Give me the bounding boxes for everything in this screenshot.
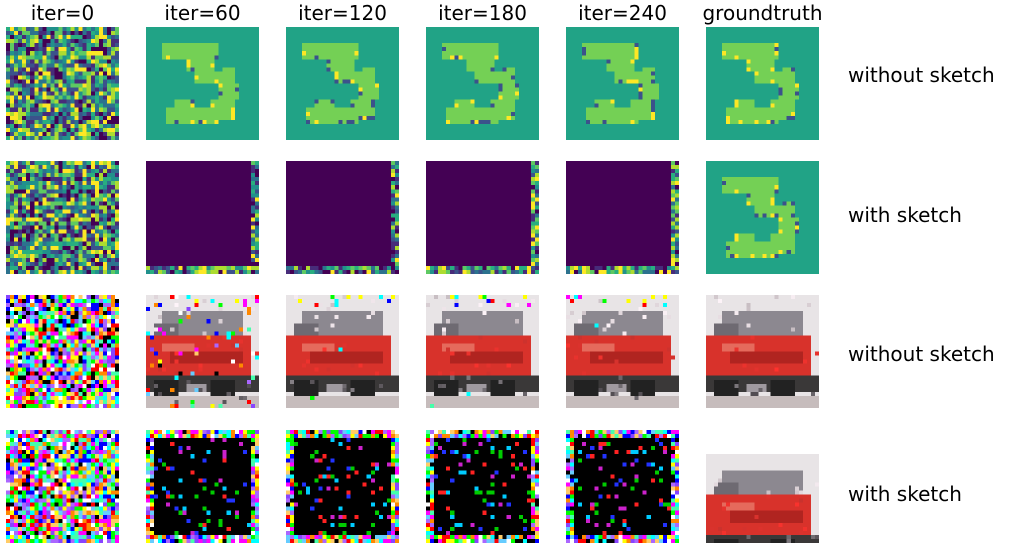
tile-r0-c1-recovered [146, 27, 259, 140]
tile-r1-c2-failed [286, 161, 399, 274]
tile-r0-c0-noise [6, 27, 119, 140]
tile-r0-c5-truth [706, 27, 819, 140]
tile-r3-c0-noise [6, 430, 119, 543]
tile-r3-c2-failed [286, 430, 399, 543]
tile-r2-c1-recovering [146, 295, 259, 408]
column-header-iter-240: iter=240 [578, 1, 667, 25]
column-header-iter-120: iter=120 [298, 1, 387, 25]
tile-r1-c0-noise [6, 161, 119, 274]
tile-r2-c4-recovered-top-noise [566, 295, 679, 408]
tile-r0-c4-recovered [566, 27, 679, 140]
tile-r1-c1-failed [146, 161, 259, 274]
tile-r3-c3-failed [426, 430, 539, 543]
tile-r3-c5-truth [706, 430, 819, 543]
column-header-iter-0: iter=0 [30, 1, 95, 25]
column-header-iter-180: iter=180 [438, 1, 527, 25]
tile-r2-c0-noise [6, 295, 119, 408]
tile-r2-c3-recovered-top-noise [426, 295, 539, 408]
tile-r1-c3-failed [426, 161, 539, 274]
tile-r0-c2-recovered [286, 27, 399, 140]
tile-r2-c2-recovered-top-noise [286, 295, 399, 408]
tile-r3-c4-failed [566, 430, 679, 543]
tile-r2-c5-truth [706, 295, 819, 408]
column-header-groundtruth: groundtruth [702, 1, 823, 25]
tile-r0-c3-recovered [426, 27, 539, 140]
row-label-truck-with-sketch: with sketch [848, 482, 962, 506]
column-header-iter-60: iter=60 [164, 1, 241, 25]
tile-r1-c5-truth [706, 161, 819, 274]
tile-r1-c4-failed [566, 161, 679, 274]
row-label-digit-without-sketch: without sketch [848, 63, 995, 87]
row-label-truck-without-sketch: without sketch [848, 342, 995, 366]
row-label-digit-with-sketch: with sketch [848, 203, 962, 227]
tile-r3-c1-failed [146, 430, 259, 543]
